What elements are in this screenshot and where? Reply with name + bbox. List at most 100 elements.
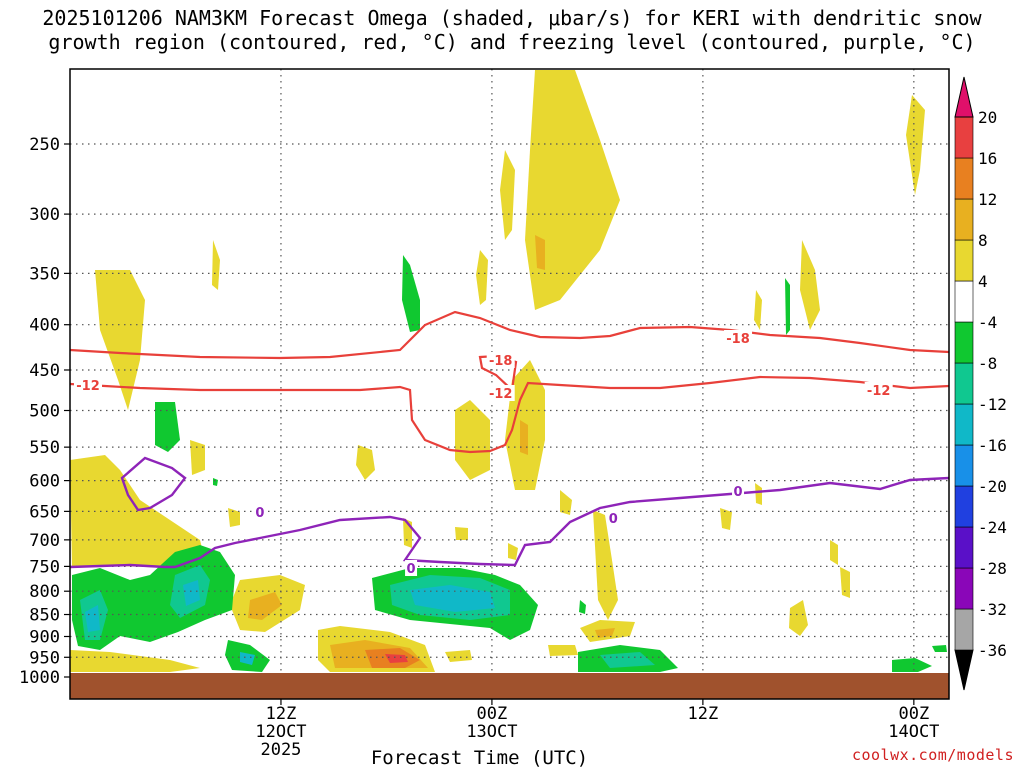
omega-pos-region [720, 508, 732, 530]
y-tick-label: 700 [29, 531, 60, 551]
omega-pos-region-strong [248, 592, 282, 620]
y-tick-label: 300 [29, 205, 60, 225]
y-tick-label: 950 [29, 648, 60, 668]
colorbar-swatch [954, 116, 974, 159]
y-tick-label: 750 [29, 557, 60, 577]
omega-pos-region [789, 600, 808, 636]
x-tick-label-time: 00Z [477, 704, 508, 724]
omega-pos-region [455, 527, 468, 540]
omega-neg-region [579, 600, 586, 614]
omega-pos-region [906, 95, 925, 195]
colorbar-swatch [954, 444, 974, 487]
freezing-level-label: 0 [734, 485, 743, 500]
omega-pos-region [525, 70, 620, 310]
colorbar-swatch [954, 362, 974, 405]
y-tick-label: 550 [29, 438, 60, 458]
title-line-2: growth region (contoured, red, °C) and f… [48, 30, 976, 54]
dgz-minus18-label: -18 [726, 332, 750, 347]
dgz-minus12-label: -12 [867, 384, 891, 399]
colorbar-swatch [954, 76, 974, 118]
colorbar-swatch [954, 157, 974, 200]
y-tick-label: 850 [29, 606, 60, 626]
omega-pos-region [840, 567, 850, 598]
colorbar-tick-label: -20 [978, 477, 1007, 496]
axes: 2503003504004505005506006507007508008509… [19, 135, 939, 768]
dgz-minus18-label-bg [486, 352, 515, 368]
omega-pos-region-strong [595, 628, 615, 638]
omega-pos-region [800, 240, 820, 330]
y-tick-label: 500 [29, 402, 60, 422]
omega-pos-region [445, 650, 472, 662]
ground-surface [70, 673, 949, 699]
dgz-minus18-label: -18 [489, 354, 513, 369]
omega-pos-region [476, 250, 488, 305]
x-axis-label: Forecast Time (UTC) [371, 747, 588, 768]
omega-neg-region [892, 658, 932, 672]
plot-frame [69, 68, 950, 700]
omega-pos-region [212, 240, 220, 290]
omega-neg-region [785, 278, 790, 335]
freezing-level-label-bg [732, 483, 745, 499]
omega-pos-region [356, 445, 375, 480]
freezing-level-label: 0 [407, 562, 416, 577]
colorbar-tick-label: -16 [978, 436, 1007, 455]
dgz-minus12-contour [70, 375, 949, 454]
colorbar-swatch [954, 608, 974, 651]
x-tick-label-date: 13OCT [466, 722, 517, 742]
omega-pos-region [95, 270, 145, 410]
x-tick-label-date: 12OCT [255, 722, 306, 742]
colorbar-tick-label: 4 [978, 272, 988, 291]
colorbar-swatch [954, 198, 974, 241]
y-tick-label: 400 [29, 316, 60, 336]
dgz-minus12-label: -12 [76, 379, 100, 394]
omega-neg-region-strong [240, 652, 255, 665]
y-tick-label: 800 [29, 582, 60, 602]
colorbar-tick-label: 20 [978, 108, 997, 127]
colorbar-tick-label: -32 [978, 600, 1007, 619]
dgz-minus18-label-bg [724, 330, 753, 346]
omega-pos-region [755, 483, 762, 505]
x-tick-label-time: 12Z [266, 704, 297, 724]
dgz-minus12-label: -12 [489, 387, 513, 402]
y-tick-label: 350 [29, 264, 60, 284]
colorbar-swatch [954, 280, 974, 323]
colorbar: -36 -32 -28 -24 -20 -16 -12 -8 -4 4 8 12 16 20 [954, 76, 1007, 691]
omega-neg-region-strong [183, 580, 200, 606]
y-tick-label: 450 [29, 361, 60, 381]
colorbar-swatch [954, 567, 974, 610]
omega-neg-region [155, 402, 180, 452]
freezing-level-label: 0 [609, 512, 618, 527]
omega-neg-region [932, 645, 947, 652]
colorbar-swatch [954, 239, 974, 282]
dgz-minus18-contour [70, 310, 949, 360]
x-tick-label-time: 00Z [898, 704, 929, 724]
omega-pos-region [228, 508, 240, 527]
credit-link[interactable]: coolwx.com/models [851, 746, 1014, 764]
ground-layer [70, 673, 949, 699]
colorbar-tick-label: -28 [978, 559, 1007, 578]
y-tick-label: 1000 [19, 668, 60, 688]
omega-pos-region [455, 400, 490, 480]
dgz-minus12-label-bg [486, 385, 515, 401]
freezing-level-label: 0 [255, 506, 264, 521]
omega-pos-region [190, 440, 205, 475]
x-tick-label-date: 14OCT [888, 722, 939, 742]
y-tick-label: 900 [29, 627, 60, 647]
colorbar-swatch [954, 321, 974, 364]
freezing-level-label-bg [607, 510, 620, 526]
x-tick-label-time: 12Z [688, 704, 719, 724]
omega-pos-region-strong [535, 235, 545, 270]
freezing-level-closed-contour [120, 456, 187, 512]
omega-pos-region [830, 540, 838, 565]
freezing-level-label-bg [405, 560, 418, 576]
y-tick-label: 250 [29, 135, 60, 155]
omega-pos-region [754, 290, 762, 330]
colorbar-tick-label: 16 [978, 149, 997, 168]
colorbar-tick-label: -8 [978, 354, 997, 373]
colorbar-swatch [954, 526, 974, 569]
omega-pos-region [593, 510, 618, 620]
y-tick-label: 600 [29, 472, 60, 492]
dgz-minus12-label-bg [864, 382, 893, 398]
title-line-1: 2025101206 NAM3KM Forecast Omega (shaded… [42, 6, 982, 30]
